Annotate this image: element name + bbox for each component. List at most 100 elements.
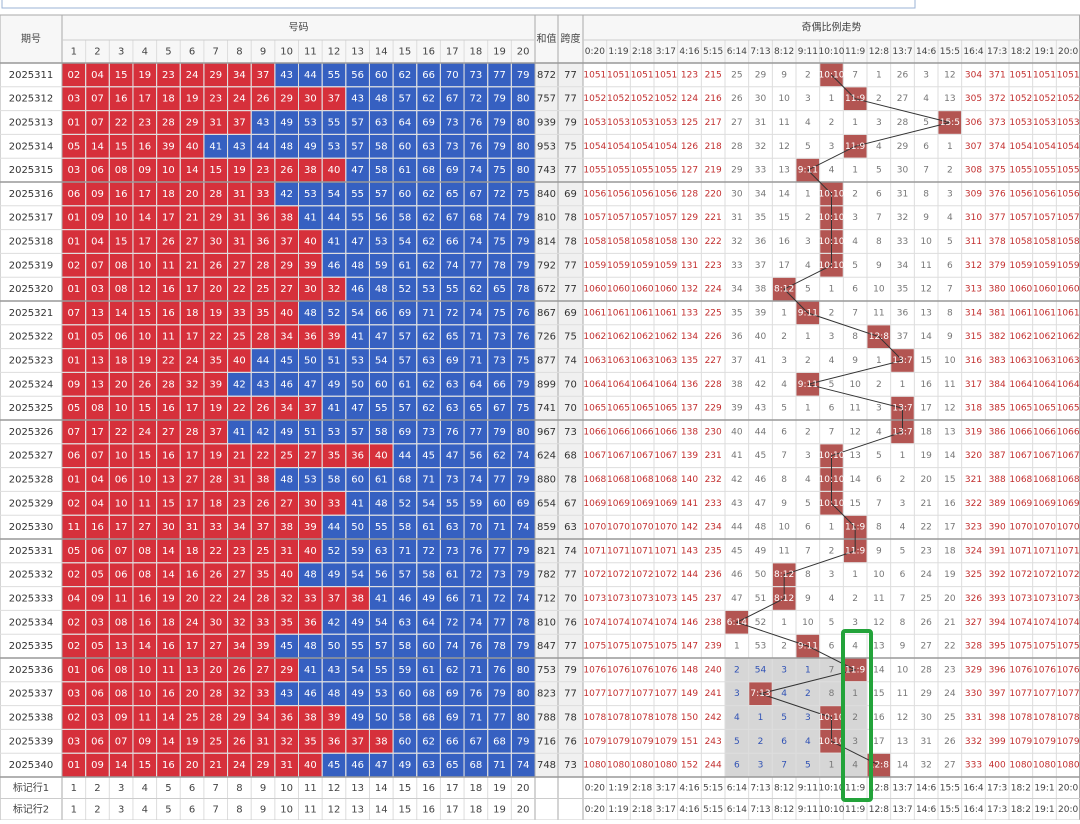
number: 38 [280, 213, 293, 224]
number: 16 [186, 570, 199, 581]
number-cell [393, 230, 417, 253]
number: 73 [493, 332, 506, 343]
period: 2025328 [9, 475, 54, 486]
footer-number: 20 [517, 804, 530, 815]
number: 38 [280, 522, 293, 533]
miss-count: 2 [900, 475, 906, 485]
sum-cell [535, 63, 583, 87]
sum: 741 [537, 403, 556, 414]
number: 45 [328, 760, 341, 771]
number-cell [275, 634, 298, 658]
miss-count: 2 [734, 665, 740, 675]
number-cell [109, 444, 133, 468]
miss-count: 219 [705, 166, 722, 176]
miss-count: 14 [849, 475, 861, 485]
miss-count: 371 [989, 70, 1006, 80]
number: 11 [162, 332, 175, 343]
number: 24 [186, 70, 199, 81]
number-column: 11 [304, 47, 317, 58]
number-cell [440, 134, 464, 158]
number-cell [86, 682, 109, 706]
miss-count: 1055 [654, 166, 677, 176]
number: 43 [257, 379, 270, 390]
miss-count: 3 [734, 689, 740, 699]
sum-cell [535, 467, 583, 492]
miss-count: 30 [731, 189, 743, 199]
miss-count: 10 [778, 523, 790, 533]
number-cell [299, 587, 322, 610]
miss-count: 7 [781, 451, 787, 461]
number-cell [440, 253, 464, 277]
number-cell [393, 634, 417, 658]
number: 17 [186, 332, 199, 343]
number-column: 10 [280, 47, 293, 58]
hit-label: 7:13 [750, 689, 770, 699]
period: 2025313 [9, 118, 54, 129]
number-cell [299, 301, 322, 325]
number-cell [275, 563, 298, 587]
miss-count: 54 [755, 665, 767, 675]
footer-ratio: 2:18 [632, 805, 652, 815]
number: 57 [375, 641, 388, 652]
number-cell [109, 610, 133, 634]
number-cell [157, 158, 180, 182]
number: 73 [446, 546, 459, 557]
number: 37 [328, 594, 341, 605]
miss-count: 395 [989, 642, 1006, 652]
number-cell [511, 753, 535, 777]
number: 28 [209, 689, 222, 700]
number-cell [275, 515, 298, 539]
period: 2025317 [9, 213, 54, 224]
number: 07 [67, 308, 80, 319]
number-cell [369, 111, 393, 134]
miss-count: 237 [705, 594, 722, 604]
miss-count: 1063 [1033, 356, 1056, 366]
number: 45 [422, 451, 435, 462]
miss-count: 10 [873, 570, 885, 580]
number: 76 [470, 641, 483, 652]
miss-count: 3 [829, 570, 835, 580]
number-cell [322, 206, 346, 230]
miss-count: 1 [805, 665, 811, 675]
miss-count: 1052 [1033, 94, 1056, 104]
miss-count: 1071 [1033, 546, 1056, 556]
number-cell [299, 230, 322, 253]
footer-number: 1 [71, 783, 77, 794]
sum-cell [535, 539, 583, 563]
number-cell [251, 753, 275, 777]
number-cell [393, 468, 417, 491]
number: 28 [209, 189, 222, 200]
miss-count: 1072 [1057, 570, 1080, 580]
number: 25 [280, 451, 293, 462]
number: 13 [186, 665, 199, 676]
ratio-column: 16:4 [963, 47, 983, 57]
miss-count: 3 [923, 70, 929, 80]
number-cell [299, 349, 322, 372]
footer-number: 7 [213, 804, 219, 815]
miss-count: 1074 [583, 618, 606, 628]
span: 78 [564, 213, 577, 224]
footer-ratio: 2:18 [632, 783, 652, 793]
miss-count: 13 [849, 451, 860, 461]
number-cell [369, 301, 393, 325]
number: 49 [351, 689, 364, 700]
number-cell [86, 111, 109, 134]
miss-count: 1080 [631, 761, 654, 771]
number: 21 [186, 260, 199, 271]
number-cell [346, 134, 369, 158]
number: 61 [399, 260, 412, 271]
footer-number: 3 [118, 804, 124, 815]
ratio-column: 1:19 [608, 47, 628, 57]
miss-count: 16 [920, 380, 932, 390]
span: 73 [564, 760, 577, 771]
number-cell [393, 444, 417, 468]
miss-count: 34 [755, 189, 767, 199]
number-cell [299, 444, 322, 468]
miss-count: 228 [705, 380, 722, 390]
number-cell [62, 111, 86, 134]
number-cell [417, 396, 440, 420]
number-cell [204, 563, 228, 587]
number: 15 [209, 165, 222, 176]
miss-count: 43 [731, 499, 742, 509]
miss-count: 1056 [631, 189, 654, 199]
